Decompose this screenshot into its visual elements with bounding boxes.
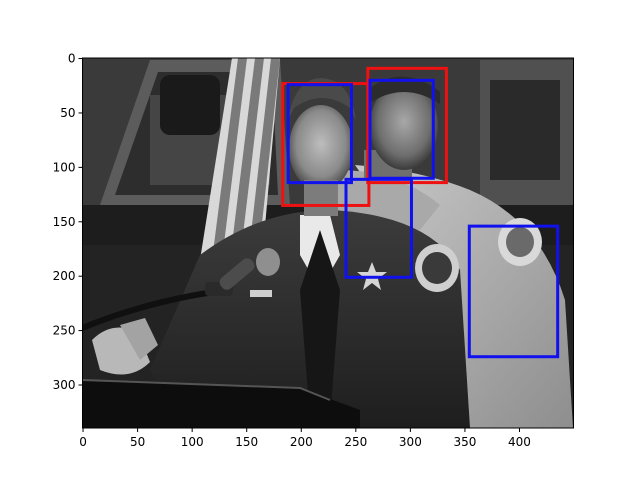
y-tick-label: 0: [68, 52, 76, 66]
bounding-box-6: [467, 224, 560, 359]
x-tick-label: 350: [453, 435, 476, 449]
y-tick-label: 150: [53, 215, 76, 229]
x-tick-label: 200: [290, 435, 313, 449]
y-tick-label: 200: [53, 269, 76, 283]
bounding-box-3: [286, 83, 353, 185]
bounding-boxes: [281, 66, 560, 359]
y-tick-label: 300: [53, 378, 76, 392]
axes-frame: [82, 57, 574, 429]
bounding-box-5: [344, 177, 413, 279]
y-tick-label: 100: [53, 160, 76, 174]
x-axis: 0 50 100 150 200 250 300 350 400: [79, 428, 531, 449]
x-tick-label: 400: [508, 435, 531, 449]
y-tick-label: 250: [53, 324, 76, 338]
photo: [82, 58, 574, 428]
x-tick-label: 50: [130, 435, 145, 449]
x-tick-label: 150: [235, 435, 258, 449]
y-axis: 0 50 100 150 200 250 300: [53, 52, 83, 392]
x-tick-label: 0: [79, 435, 87, 449]
y-tick-label: 50: [60, 106, 75, 120]
flag: [200, 58, 280, 260]
x-tick-label: 300: [399, 435, 422, 449]
x-tick-label: 100: [181, 435, 204, 449]
bounding-box-2: [366, 66, 448, 185]
x-tick-label: 250: [344, 435, 367, 449]
